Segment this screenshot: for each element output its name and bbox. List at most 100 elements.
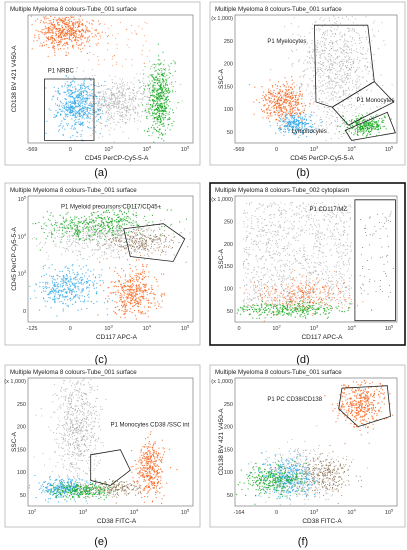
event-point [53,114,56,116]
event-point [71,235,74,237]
event-point [292,33,294,35]
event-point [316,85,318,88]
event-point [110,123,112,125]
event-point [51,28,54,30]
event-point [132,220,134,222]
event-point [339,60,342,63]
event-point [129,97,131,99]
event-point [63,38,65,40]
event-point [354,111,356,114]
event-point [74,112,76,114]
event-point [358,85,360,87]
event-point [325,97,327,99]
event-point [142,82,144,84]
event-point [343,93,345,95]
event-point [138,227,140,229]
event-point [79,48,81,51]
event-point [113,214,115,216]
event-point [132,222,134,224]
event-point [361,130,363,132]
event-point [89,89,91,91]
event-point [100,118,102,120]
event-point [92,234,94,236]
event-point [99,100,101,102]
event-point [322,65,324,67]
event-point [66,243,68,245]
event-point [164,76,166,78]
event-point [290,115,292,117]
event-point [93,230,95,233]
event-point [282,103,284,105]
event-point [71,30,73,32]
event-point [342,50,344,52]
event-point [70,216,72,218]
event-point [107,247,110,249]
event-point [59,31,61,33]
event-point [359,79,361,81]
event-point [89,218,91,220]
event-point [81,117,83,119]
event-point [342,111,344,113]
event-point [119,109,121,111]
event-point [166,100,168,102]
event-point [327,132,329,134]
event-point [74,245,76,247]
event-point [311,80,313,82]
event-point [344,90,346,92]
event-point [344,56,346,58]
event-point [67,114,69,116]
event-point [65,116,67,118]
event-point [105,112,107,114]
event-point [153,67,155,69]
event-point [319,67,321,69]
event-point [104,23,106,25]
event-point [268,109,270,111]
event-point [285,99,287,101]
event-point [99,246,101,248]
event-point [366,133,369,135]
event-point [71,23,74,25]
event-point [333,49,335,51]
event-point [142,69,144,71]
event-point [296,41,298,43]
event-point [69,84,71,86]
event-point [82,47,84,49]
event-point [109,113,111,115]
event-point [336,100,338,102]
y-tick-label: 200 [224,62,233,68]
event-point [69,220,71,222]
event-point [117,220,120,222]
event-point [111,115,113,117]
event-point [365,123,367,125]
event-point [292,96,294,98]
event-point [99,230,101,232]
event-point [146,106,148,108]
event-point [285,100,287,102]
event-point [273,108,275,110]
event-point [84,111,86,113]
event-point [61,45,64,47]
event-point [108,109,110,111]
event-point [329,45,331,47]
event-point [58,125,60,127]
event-point [339,31,341,33]
event-point [144,21,146,23]
event-point [328,108,331,110]
event-point [154,63,155,65]
event-point [299,114,301,116]
event-point [138,25,140,27]
event-point [92,118,94,120]
event-point [165,80,168,82]
event-point [289,107,291,109]
event-point [317,39,319,42]
event-point [46,120,48,122]
event-point [379,124,381,126]
event-point [58,229,60,231]
event-point [279,129,281,132]
event-point [95,125,97,127]
event-point [66,106,68,108]
event-point [346,74,348,76]
event-point [288,99,290,101]
event-point [156,101,159,103]
event-point [329,41,331,43]
